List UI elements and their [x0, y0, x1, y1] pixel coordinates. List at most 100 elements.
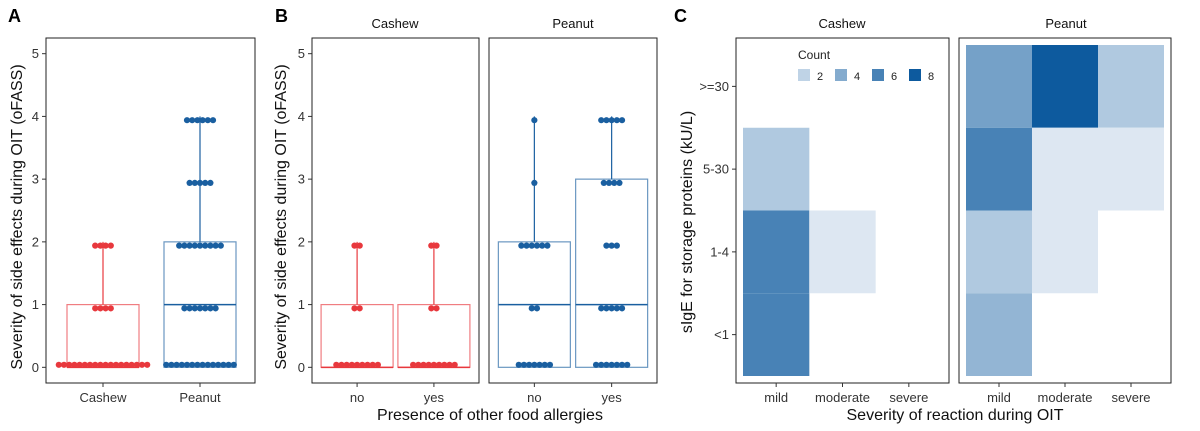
- panel-a-peanut-point: [186, 179, 193, 186]
- panel-b-peanut-no-point: [533, 242, 541, 249]
- panel-c-xtick-label: severe: [1111, 390, 1150, 405]
- panel-b-cashew-yes-point: [415, 361, 422, 368]
- panel-b-xlabel: Presence of other food allergies: [377, 407, 603, 424]
- panel-b-peanut-no-point: [515, 361, 522, 368]
- panel-a-cashew-box: [66, 303, 140, 368]
- panel-a-peanut-point: [194, 117, 201, 124]
- panel-b-peanut-yes-point: [613, 117, 620, 124]
- panel-a-peanut-point: [196, 305, 204, 312]
- panel-a-cashew-point: [86, 361, 94, 368]
- panel-b-peanut-no-point: [536, 361, 543, 368]
- panel-b-peanut-yes-point: [603, 361, 610, 368]
- panel-b-peanut-no-point: [518, 242, 525, 249]
- panel-b-peanut-yes-point: [613, 361, 620, 368]
- panel-a-peanut-point: [191, 179, 198, 186]
- panel-c-strip-peanut: Peanut: [1045, 16, 1087, 31]
- panel-b-xtick-label: no: [350, 390, 364, 405]
- panel-a-cashew-point: [138, 361, 146, 368]
- panel-a-peanut-point: [202, 305, 209, 312]
- legend-label-8: 8: [928, 71, 934, 83]
- panel-b-peanut-yes-point: [592, 361, 600, 368]
- panel-b-peanut-yes-point: [613, 305, 620, 312]
- panel-a-cashew-point: [92, 361, 99, 368]
- panel-a-cashew-point: [144, 361, 151, 368]
- panel-b-cashew-yes-point: [433, 242, 440, 249]
- panel-b-cashew-no-point: [351, 305, 358, 312]
- panel-a-cashew-point: [97, 242, 104, 249]
- panel-a-cashew-point: [118, 361, 125, 368]
- panel-b-cashew-no-box: [320, 303, 394, 368]
- panel-b-cashew-no-point: [333, 361, 340, 368]
- panel-a-cashew-point: [97, 305, 104, 312]
- panel-b-cashew-no-point: [356, 242, 363, 249]
- panel-b-peanut-yes-point: [605, 179, 613, 186]
- panel-a-peanut-point: [212, 242, 219, 249]
- panel-b-peanut-yes-box: [575, 178, 649, 368]
- panel-c-peanut-cell: [1032, 210, 1098, 294]
- panel-a-ytick-label-1: 1: [32, 297, 39, 312]
- panel-b-cashew-no-point: [356, 305, 363, 312]
- panel-a-peanut-point: [199, 361, 206, 368]
- panel-a-ytick-label-5: 5: [32, 46, 39, 61]
- panel-b-peanut-no-point: [520, 361, 528, 368]
- panel-a-ytick-label-3: 3: [32, 172, 39, 187]
- panel-a-peanut-point: [207, 242, 214, 249]
- panel-a-cashew-point: [55, 361, 62, 368]
- panel-a-cashew-point: [66, 361, 73, 368]
- panel-b-cashew-yes-box: [397, 303, 471, 368]
- panel-b-peanut-yes-point: [618, 305, 626, 312]
- panel-b-peanut-no-point: [531, 361, 538, 368]
- panel-a-peanut-point: [207, 305, 214, 312]
- panel-b-cashew-no-point: [353, 361, 361, 368]
- legend-title: Count: [798, 48, 831, 62]
- panel-a-peanut-point: [202, 179, 209, 186]
- panel-a-peanut-point: [183, 361, 191, 368]
- panel-a-cashew-point: [107, 361, 114, 368]
- panel-c-peanut-cell: [966, 127, 1032, 211]
- panel-a-peanut-point: [202, 242, 209, 249]
- panel-a-cashew-point: [128, 361, 135, 368]
- panel-a-cashew-point: [112, 361, 120, 368]
- panel-c-xtick-label: mild: [764, 390, 788, 405]
- panel-b-peanut-yes-point: [608, 242, 615, 249]
- panel-a-peanut-point: [178, 361, 185, 368]
- panel-c-xtick-label: moderate: [1038, 390, 1093, 405]
- panel-a-peanut-point: [168, 361, 175, 368]
- panel-b-peanut-no-point: [541, 361, 548, 368]
- panel-b-cashew-yes-point: [425, 361, 432, 368]
- panel-a-peanut-point: [209, 117, 217, 124]
- panel-a-peanut-point: [194, 361, 201, 368]
- panel-b-peanut-yes-point: [613, 242, 620, 249]
- panel-a-peanut-point: [225, 361, 232, 368]
- panel-a-peanut-point: [181, 242, 188, 249]
- panel-b-cashew-yes-point: [446, 361, 453, 368]
- panel-b-ytick-label-0: 0: [298, 360, 305, 375]
- count-legend: Count 2 4 6 8: [798, 48, 934, 83]
- panel-a-ytick-label-0: 0: [32, 360, 39, 375]
- panel-a-cashew-point: [60, 361, 68, 368]
- panel-b-peanut-yes-point: [616, 179, 623, 186]
- panel-b-strip-cashew: Cashew: [372, 16, 420, 31]
- legend-key-4: [835, 69, 847, 81]
- panel-a-peanut-point: [191, 305, 198, 312]
- panel-a-peanut-point: [186, 305, 193, 312]
- panel-a-peanut-point: [209, 361, 217, 368]
- panel-b-peanut-no-point: [526, 361, 533, 368]
- panel-a-cashew-point: [102, 242, 109, 249]
- panel-a-peanut-point: [181, 305, 188, 312]
- panel-b-peanut-no-point: [539, 242, 546, 249]
- legend-label-2: 2: [817, 71, 823, 83]
- panel-b-peanut-no-point: [523, 242, 530, 249]
- panel-a-peanut-point: [204, 117, 211, 124]
- panel-c-peanut-cell: [966, 210, 1032, 294]
- legend-key-2: [798, 69, 810, 81]
- panel-b-cashew-yes-point: [436, 361, 443, 368]
- panel-a-peanut-point: [230, 361, 237, 368]
- legend-key-8: [909, 69, 921, 81]
- panel-b-cashew-no-point: [364, 361, 371, 368]
- panel-b-frame-cashew: [311, 37, 480, 384]
- panel-c-xlabel: Severity of reaction during OIT: [847, 407, 1064, 424]
- panel-c-cashew-cell: [743, 127, 810, 211]
- panel-b-cashew-no-point: [348, 361, 355, 368]
- panel-c-peanut-cell: [1098, 127, 1164, 211]
